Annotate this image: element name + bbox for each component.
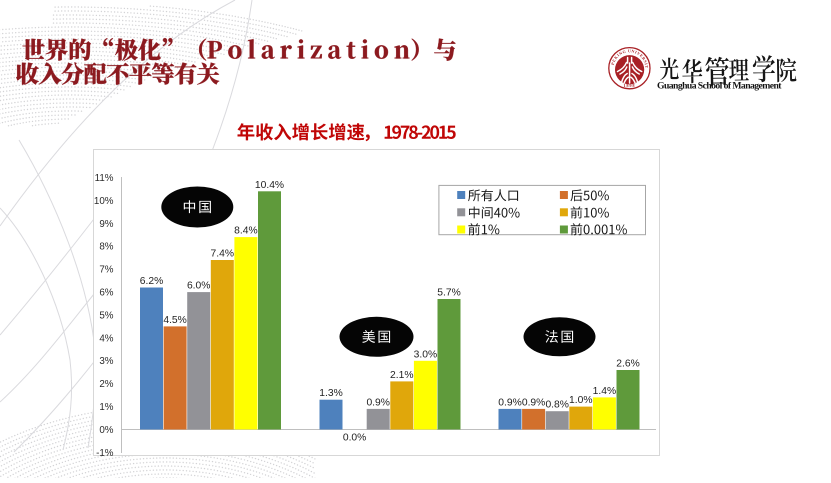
svg-text:0.9%: 0.9%: [522, 397, 545, 408]
svg-text:7.4%: 7.4%: [211, 249, 234, 260]
svg-text:3.0%: 3.0%: [414, 349, 437, 360]
svg-text:2.6%: 2.6%: [616, 359, 639, 370]
svg-text:4%: 4%: [99, 333, 113, 344]
svg-text:11%: 11%: [95, 173, 114, 184]
svg-text:6.0%: 6.0%: [187, 281, 210, 292]
svg-text:9%: 9%: [99, 219, 113, 230]
svg-text:3%: 3%: [99, 356, 113, 367]
svg-text:0%: 0%: [99, 425, 113, 436]
svg-text:6.2%: 6.2%: [140, 276, 163, 287]
svg-text:1898: 1898: [623, 83, 635, 88]
svg-text:7%: 7%: [99, 265, 113, 276]
svg-text:4.5%: 4.5%: [163, 315, 186, 326]
svg-text:1.3%: 1.3%: [319, 388, 342, 399]
svg-text:5.7%: 5.7%: [437, 288, 460, 299]
svg-text:0.0%: 0.0%: [343, 433, 366, 444]
svg-text:1.4%: 1.4%: [593, 386, 616, 397]
svg-text:0.8%: 0.8%: [545, 400, 568, 411]
svg-text:1.0%: 1.0%: [569, 395, 592, 406]
svg-text:2%: 2%: [99, 379, 113, 390]
svg-text:Guanghua School of Management: Guanghua School of Management: [657, 80, 782, 91]
svg-text:0.9%: 0.9%: [498, 397, 521, 408]
svg-text:8%: 8%: [99, 242, 113, 253]
svg-text:0.9%: 0.9%: [366, 397, 389, 408]
svg-text:10%: 10%: [94, 196, 114, 207]
svg-text:6%: 6%: [99, 288, 113, 299]
svg-text:1%: 1%: [99, 402, 113, 413]
svg-text:5%: 5%: [99, 310, 113, 321]
svg-text:8.4%: 8.4%: [234, 226, 257, 237]
svg-text:-1%: -1%: [96, 448, 114, 459]
svg-text:2.1%: 2.1%: [390, 370, 413, 381]
svg-text:10.4%: 10.4%: [255, 180, 284, 191]
